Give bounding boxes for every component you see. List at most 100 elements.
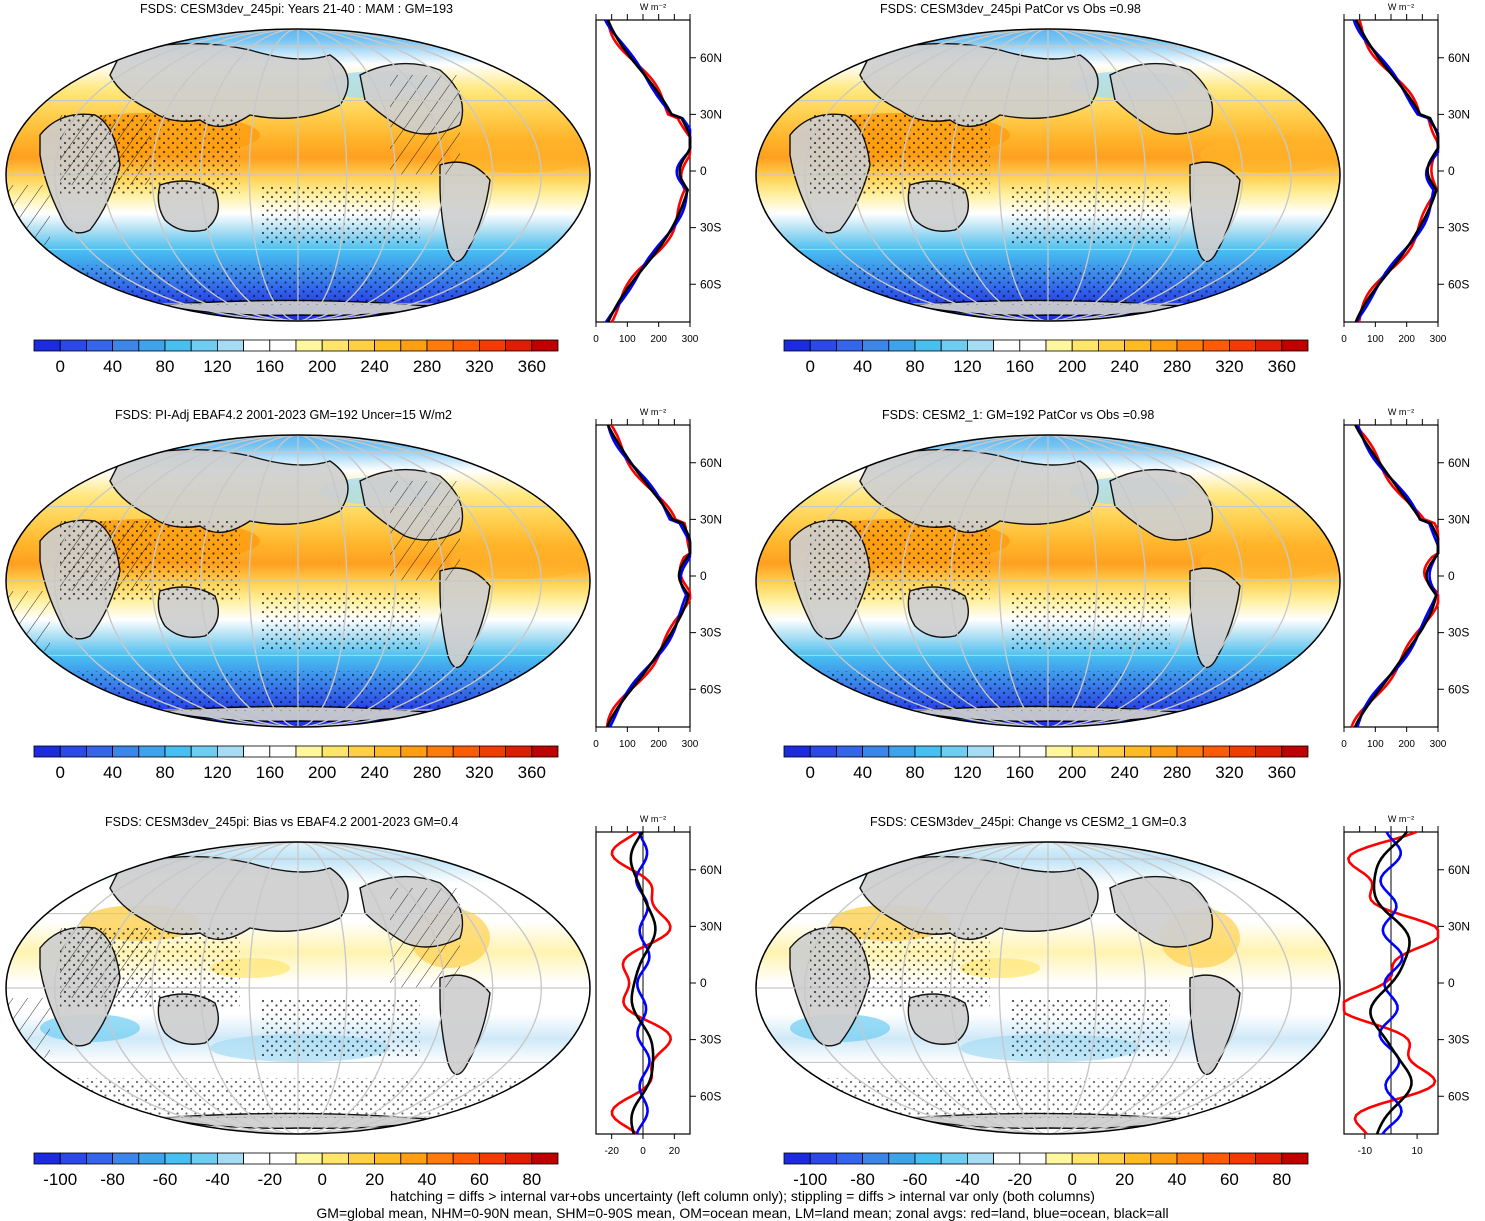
colorbar-swatch [478,339,506,352]
x-tick-label: 100 [619,739,636,750]
zonal-plot-1: W m⁻² 60N 30N 0 30S 60S 0 100 200 300 [593,2,722,345]
x-tick-label: 200 [1398,739,1415,750]
lat-tick-label: 0 [700,569,707,583]
colorbar-label: -20 [258,1170,283,1189]
zonal-series-all [629,831,657,1135]
colorbar-label: 20 [1115,1170,1134,1189]
colorbar-label: 360 [518,357,546,376]
colorbar-swatch [426,339,454,352]
colorbar-swatch [783,745,811,758]
colorbar-swatch [164,745,192,758]
panel-title-6: FSDS: CESM3dev_245pi: Change vs CESM2_1 … [870,815,1187,829]
colorbar-swatch [1255,745,1283,758]
colorbar-label: 160 [1006,763,1034,782]
colorbar-swatch [1019,1152,1047,1165]
colorbar-swatch [59,339,87,352]
colorbar-swatch [478,745,506,758]
map-field [756,29,1340,321]
zonal-series-land [605,424,692,728]
colorbar-label: 40 [853,763,872,782]
colorbar-swatch [1019,339,1047,352]
x-tick-label: 300 [1430,739,1447,750]
map-panel-5 [5,841,591,1135]
x-tick-label: 0 [593,739,599,750]
colorbar-swatch [112,745,140,758]
map-panel-6 [755,841,1341,1135]
lat-tick-label: 60N [700,51,722,65]
colorbar-label: 20 [365,1170,384,1189]
lat-tick-label: 60S [700,1089,721,1103]
colorbar-swatch [426,1152,454,1165]
colorbar-swatch [1097,1152,1125,1165]
lat-tick-label: 0 [700,164,707,178]
zonal-series-ocean [1378,831,1404,1135]
map-panel-1 [5,28,591,322]
colorbar-6: -100-80-60-40-20020406080100 [783,1152,1309,1189]
colorbar-swatch [966,339,994,352]
colorbar-swatch [321,1152,349,1165]
colorbar-swatch [374,1152,402,1165]
colorbar-swatch [993,1152,1021,1165]
zonal-series-ocean [606,424,692,728]
map-panel-2 [755,28,1341,322]
lat-tick-label: 0 [1448,976,1455,990]
colorbar-3: 04080120160200240280320360400 [33,745,559,782]
colorbar-swatch [1124,1152,1152,1165]
colorbar-label: 240 [1110,357,1138,376]
colorbar-label: 0 [55,357,64,376]
lat-tick-label: 60S [1448,1089,1469,1103]
panel-title-3: FSDS: PI-Adj EBAF4.2 2001-2023 GM=192 Un… [115,408,452,422]
colorbar-label: 120 [203,763,231,782]
map-field [6,29,590,321]
colorbar-swatch [505,339,533,352]
lat-tick-label: 30N [1448,107,1470,121]
colorbar-label: -60 [903,1170,928,1189]
colorbar-swatch [966,745,994,758]
zonal-series-all [606,424,692,728]
colorbar-swatch [321,745,349,758]
colorbar-swatch [888,1152,916,1165]
colorbar-label: -100 [793,1170,827,1189]
colorbar-label: 60 [470,1170,489,1189]
lat-tick-label: 30S [700,221,721,235]
zonal-plot-2: W m⁻² 60N 30N 0 30S 60S 0 100 200 300 [1341,2,1470,345]
colorbar-swatch [216,1152,244,1165]
colorbar-swatch [1071,339,1099,352]
x-tick-label: 0 [640,1146,646,1157]
lat-tick-label: 0 [1448,164,1455,178]
zonal-unit-label: W m⁻² [640,407,666,417]
x-tick-label: 0 [1341,739,1347,750]
colorbar-swatch [374,339,402,352]
map-field [756,842,1340,1134]
x-tick-label: 20 [669,1146,681,1157]
map-field [756,435,1340,727]
colorbar-swatch [1150,339,1178,352]
colorbar-label: 120 [953,357,981,376]
colorbar-swatch [836,745,864,758]
colorbar-label: -40 [205,1170,230,1189]
colorbar-swatch [1071,1152,1099,1165]
zonal-unit-label: W m⁻² [1388,814,1414,824]
colorbar-swatch [243,745,271,758]
colorbar-swatch [138,339,166,352]
colorbar-label: 200 [1058,357,1086,376]
colorbar-swatch [1281,745,1309,758]
colorbar-swatch [836,339,864,352]
colorbar-swatch [86,1152,114,1165]
colorbar-1: 04080120160200240280320360400 [33,339,559,376]
colorbar-swatch [295,339,323,352]
colorbar-swatch [138,745,166,758]
lat-tick-label: 30N [1448,919,1470,933]
colorbar-swatch [862,1152,890,1165]
x-tick-label: 100 [1367,334,1384,345]
lat-tick-label: 30N [700,919,722,933]
colorbar-label: 240 [1110,763,1138,782]
zonal-series-all [1369,831,1413,1135]
lat-tick-label: 0 [1448,569,1455,583]
colorbar-swatch [321,339,349,352]
colorbar-swatch [1150,1152,1178,1165]
x-tick-label: -10 [1358,1146,1373,1157]
colorbar-swatch [243,339,271,352]
colorbar-label: 360 [1268,357,1296,376]
colorbar-label: -80 [100,1170,125,1189]
